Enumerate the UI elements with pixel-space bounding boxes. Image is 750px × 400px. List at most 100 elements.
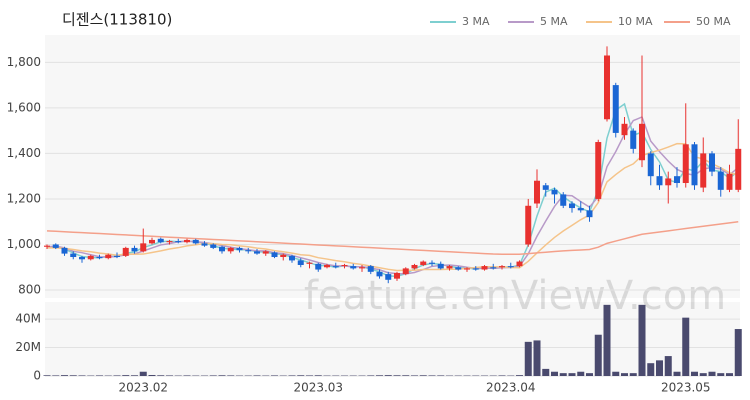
- volume-bar: [498, 375, 506, 376]
- volume-bar: [402, 375, 410, 376]
- volume-bar: [96, 375, 103, 376]
- candle-body: [691, 144, 698, 186]
- volume-bar: [551, 371, 558, 376]
- volume-bar: [594, 334, 602, 376]
- volume-bar: [673, 371, 681, 376]
- candle-body: [61, 247, 68, 254]
- candle-body: [245, 250, 252, 252]
- volume-bar: [708, 371, 716, 376]
- candle-body: [114, 255, 120, 258]
- x-tick-label: 2023.03: [293, 381, 343, 395]
- volume-bar: [647, 363, 655, 376]
- volume-bar: [638, 304, 646, 376]
- volume-bar: [297, 375, 305, 376]
- volume-bar: [227, 375, 235, 376]
- candle-body: [157, 238, 164, 243]
- candle-body: [665, 178, 672, 186]
- volume-bar: [139, 371, 147, 376]
- candle-body: [184, 239, 190, 243]
- volume-bar: [664, 356, 672, 376]
- y-tick-label: 1,800: [7, 55, 41, 69]
- volume-bar: [314, 375, 322, 376]
- volume-bar: [306, 375, 313, 376]
- candle-body: [376, 271, 383, 277]
- y-tick-label: 1,600: [7, 100, 41, 114]
- volume-bar: [577, 371, 585, 376]
- candle-body: [446, 266, 453, 269]
- candle-body: [551, 189, 558, 195]
- candle-body: [87, 255, 94, 260]
- volume-bar: [682, 317, 690, 376]
- volume-bar: [437, 375, 445, 376]
- volume-bar: [166, 375, 173, 376]
- legend-label: 5 MA: [540, 15, 568, 28]
- candle-body: [717, 171, 724, 190]
- candle-body: [577, 208, 584, 211]
- watermark: feature.enViewV.com: [304, 273, 726, 319]
- volume-bar: [43, 375, 51, 376]
- candle-body: [324, 264, 330, 268]
- candle-body: [280, 254, 287, 258]
- volume-bar: [542, 368, 550, 376]
- candle-body: [306, 262, 313, 264]
- candle-body: [621, 123, 628, 136]
- candle-body: [192, 239, 199, 244]
- volume-bar: [183, 375, 191, 376]
- volume-bar: [612, 371, 620, 376]
- volume-bar: [367, 375, 375, 376]
- candle-body: [254, 251, 260, 254]
- y-tick-label: 20M: [15, 340, 41, 354]
- candle-body: [166, 241, 173, 243]
- candle-body: [210, 244, 217, 248]
- price-panel: [45, 35, 740, 298]
- candle-body: [367, 266, 374, 272]
- candle-body: [630, 130, 637, 149]
- volume-bar: [586, 373, 593, 376]
- volume-bar: [113, 375, 121, 376]
- volume-bar: [384, 375, 392, 376]
- candle-body: [140, 243, 147, 252]
- volume-bar: [61, 375, 68, 376]
- candle-body: [70, 253, 77, 258]
- volume-bar: [52, 375, 60, 376]
- volume-bar: [122, 375, 130, 376]
- candle-body: [385, 274, 392, 280]
- x-tick-label: 2023.02: [118, 381, 168, 395]
- candle-body: [402, 268, 409, 275]
- candle-body: [297, 260, 304, 265]
- candle-body: [569, 203, 575, 209]
- volume-bar: [516, 375, 523, 376]
- candle-body: [534, 180, 540, 204]
- volume-bar: [157, 375, 165, 376]
- candle-body: [219, 246, 225, 252]
- candle-body: [542, 185, 549, 190]
- candle-body: [227, 247, 234, 252]
- y-tick-label: 1,400: [7, 146, 41, 160]
- x-tick-label: 2023.04: [486, 381, 536, 395]
- y-tick-label: 0: [33, 369, 41, 383]
- volume-bar: [717, 373, 725, 376]
- candle-body: [700, 153, 707, 188]
- candle-body: [726, 173, 733, 190]
- y-tick-label: 1,000: [7, 237, 41, 251]
- candle-body: [341, 264, 348, 267]
- volume-bar: [629, 373, 637, 376]
- candle-body: [586, 210, 593, 218]
- candle-body: [96, 257, 103, 259]
- candle-body: [411, 264, 418, 269]
- volume-bar: [218, 375, 226, 376]
- candle-body: [437, 263, 444, 269]
- volume-bar: [533, 340, 541, 376]
- candle-body: [175, 241, 182, 243]
- ma-line: [47, 142, 739, 272]
- ma-line: [46, 115, 739, 275]
- candle-body: [709, 153, 715, 172]
- chart-title: 디젠스(113810): [62, 11, 172, 29]
- x-tick-label: 2023.05: [661, 381, 711, 395]
- candle-body: [429, 262, 435, 264]
- candle-body: [350, 266, 357, 269]
- candle-body: [394, 272, 400, 279]
- candle-body: [560, 194, 567, 206]
- candle-body: [612, 85, 619, 133]
